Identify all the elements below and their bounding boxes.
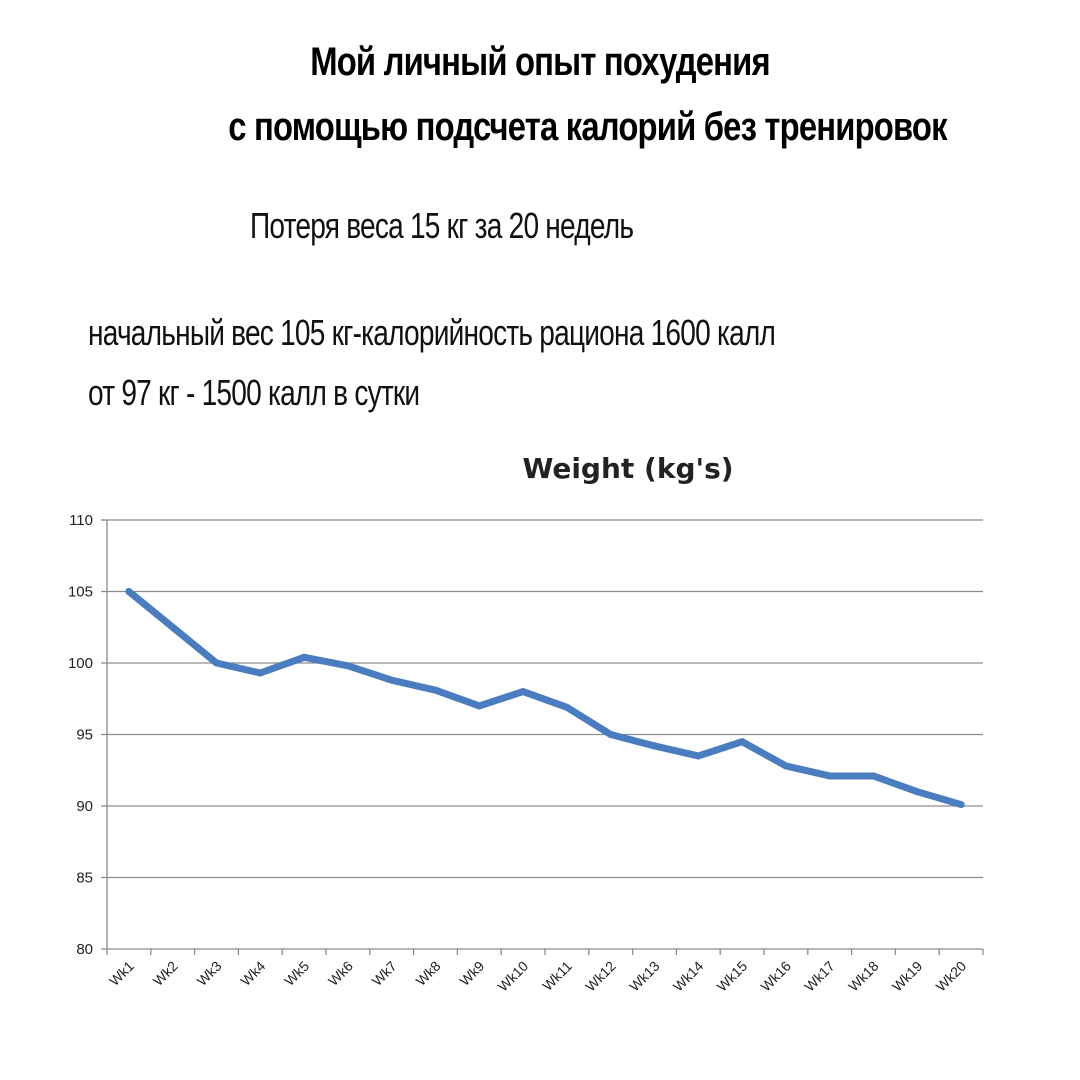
data-point xyxy=(256,669,264,677)
x-tick-label: Wk5 xyxy=(281,958,312,989)
x-tick-label: Wk18 xyxy=(845,958,882,995)
data-point xyxy=(782,762,790,770)
x-tick-label: Wk7 xyxy=(369,958,400,989)
data-point xyxy=(300,653,308,661)
y-tick-label: 85 xyxy=(76,870,93,887)
y-tick-label: 90 xyxy=(76,798,93,815)
data-point xyxy=(475,702,483,710)
note-line-2: от 97 кг - 1500 калл в сутки xyxy=(88,372,420,413)
data-point xyxy=(738,738,746,746)
page-title-line-2: с помощью подсчета калорий без тренирово… xyxy=(228,105,947,149)
x-tick-label: Wk4 xyxy=(237,958,268,989)
data-point xyxy=(826,772,834,780)
data-point xyxy=(125,588,133,595)
x-tick-label: Wk3 xyxy=(194,958,225,989)
x-tick-label: Wk19 xyxy=(889,958,926,995)
chart-title: Weight (kg's) xyxy=(522,452,733,485)
y-tick-label: 105 xyxy=(68,584,93,601)
x-tick-label: Wk14 xyxy=(670,958,707,995)
data-point xyxy=(519,688,527,696)
data-point xyxy=(169,623,177,631)
note-line-1: начальный вес 105 кг-калорийность рацион… xyxy=(88,312,776,353)
data-point xyxy=(213,659,220,667)
y-tick-label: 80 xyxy=(76,941,93,958)
y-tick-labels: 80 85 90 95 100 105 110 xyxy=(68,512,93,958)
x-tick-label: Wk11 xyxy=(539,958,575,994)
data-point xyxy=(607,731,615,738)
x-tick-label: Wk1 xyxy=(106,958,137,989)
data-point xyxy=(694,752,702,760)
data-point xyxy=(870,772,877,780)
weight-line-chart: Weight (kg's) 80 85 90 95 100 105 110 Wk1 Wk2 Wk… xyxy=(68,452,984,995)
data-point xyxy=(913,788,921,796)
axes xyxy=(101,519,984,955)
x-tick-label: Wk9 xyxy=(456,958,487,989)
data-point xyxy=(344,662,352,670)
data-point xyxy=(563,703,571,711)
y-tick-label: 110 xyxy=(69,512,93,529)
series-line-0 xyxy=(125,588,965,809)
y-tick-label: 100 xyxy=(68,655,93,672)
data-point xyxy=(432,686,439,694)
series-layer xyxy=(125,588,965,809)
x-tick-labels: Wk1 Wk2 Wk3 Wk4 Wk5 Wk6 Wk7 Wk8 Wk9 Wk10 Wk11 Wk12 W… xyxy=(106,958,969,995)
data-point xyxy=(957,801,965,809)
data-point xyxy=(651,742,658,750)
page-title-line-1: Мой личный опыт похудения xyxy=(310,40,770,84)
grid-lines xyxy=(107,519,983,879)
x-tick-label: Wk10 xyxy=(495,958,532,995)
x-tick-label: Wk8 xyxy=(413,958,444,989)
x-tick-label: Wk13 xyxy=(626,958,663,995)
x-tick-label: Wk15 xyxy=(714,958,751,995)
subtitle: Потеря веса 15 кг за 20 недель xyxy=(250,205,634,246)
x-tick-label: Wk12 xyxy=(582,958,619,995)
x-tick-label: Wk6 xyxy=(325,958,356,989)
x-tick-label: Wk16 xyxy=(757,958,794,995)
x-tick-label: Wk20 xyxy=(933,958,970,995)
data-point xyxy=(388,676,396,684)
x-tick-label: Wk17 xyxy=(801,958,838,995)
x-tick-label: Wk2 xyxy=(150,958,181,989)
y-tick-label: 95 xyxy=(76,727,93,744)
